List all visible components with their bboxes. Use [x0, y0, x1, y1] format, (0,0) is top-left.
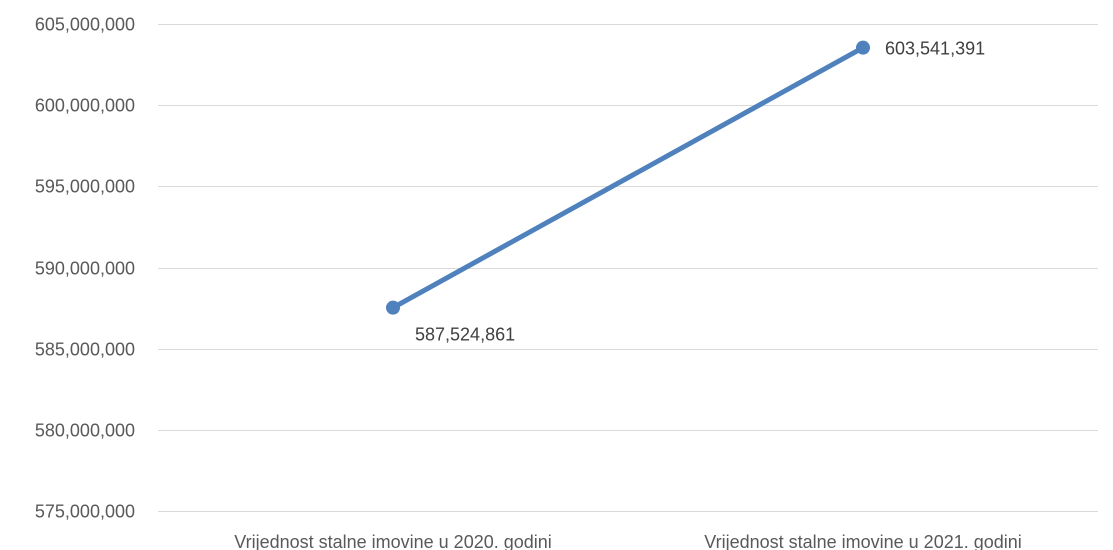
data-label: 587,524,861 [415, 325, 515, 345]
y-tick-label: 590,000,000 [35, 259, 135, 279]
y-tick-label: 595,000,000 [35, 177, 135, 197]
data-label: 603,541,391 [885, 39, 985, 59]
y-tick-label: 580,000,000 [35, 421, 135, 441]
x-tick-label: Vrijednost stalne imovine u 2021. godini [704, 532, 1022, 550]
x-axis-category-labels: Vrijednost stalne imovine u 2020. godini… [234, 532, 1022, 550]
series-layer [386, 40, 870, 315]
y-axis-tick-labels: 575,000,000 580,000,000 585,000,000 590,000… [35, 15, 135, 522]
y-tick-label: 605,000,000 [35, 15, 135, 35]
data-point [386, 300, 400, 315]
gridlines [158, 24, 1098, 512]
y-tick-label: 585,000,000 [35, 340, 135, 360]
data-point [856, 40, 870, 55]
y-tick-label: 600,000,000 [35, 96, 135, 116]
series-line [390, 45, 866, 311]
x-tick-label: Vrijednost stalne imovine u 2020. godini [234, 532, 552, 550]
data-labels: 587,524,861 603,541,391 [415, 39, 985, 345]
y-tick-label: 575,000,000 [35, 502, 135, 522]
